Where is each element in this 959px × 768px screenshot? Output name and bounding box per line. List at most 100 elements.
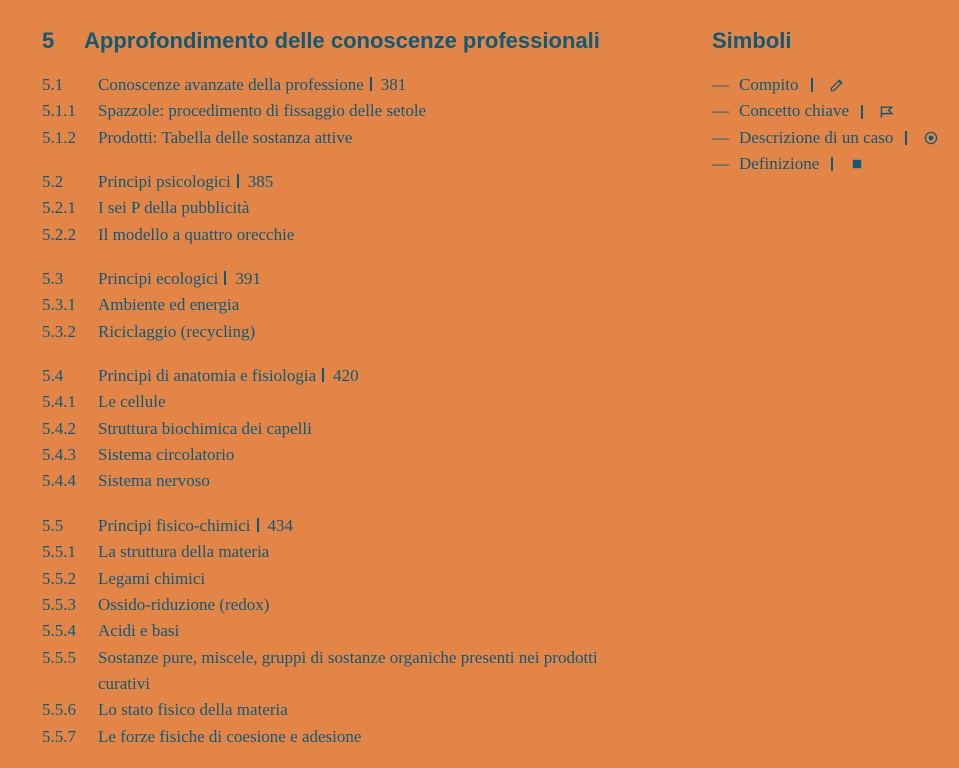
item-number: 5.1.2 — [42, 125, 98, 151]
item-title: Ambiente ed energia — [98, 292, 630, 318]
symbol-row: — Descrizione di un caso — [712, 125, 952, 151]
toc-item: 5.5.4Acidi e basi — [42, 618, 630, 644]
section-number: 5.4 — [42, 363, 98, 389]
item-number: 5.5.6 — [42, 697, 98, 723]
toc-item: 5.5.2Legami chimici — [42, 566, 630, 592]
toc-item: 5.4.2Struttura biochimica dei capelli — [42, 416, 630, 442]
section-page: 420 — [333, 366, 359, 385]
toc-section: 5.4Principi di anatomia e fisiologia4205… — [42, 363, 630, 495]
item-number: 5.4.2 — [42, 416, 98, 442]
item-title: Struttura biochimica dei capelli — [98, 416, 630, 442]
symbol-row: — Concetto chiave — [712, 98, 952, 124]
dash: — — [712, 98, 729, 124]
item-title: Spazzole: procedimento di fissaggio dell… — [98, 98, 630, 124]
symbol-separator — [831, 157, 833, 171]
toc-item: 5.4.3Sistema circolatorio — [42, 442, 630, 468]
item-number: 5.1.1 — [42, 98, 98, 124]
toc-section: 5.5Principi fisico-chimici4345.5.1La str… — [42, 513, 630, 750]
item-number: 5.5.1 — [42, 539, 98, 565]
page-separator — [370, 77, 372, 91]
item-number: 5.3.2 — [42, 319, 98, 345]
item-title: Prodotti: Tabella delle sostanza attive — [98, 125, 630, 151]
toc-item: 5.5.3Ossido-riduzione (redox) — [42, 592, 630, 618]
toc-item: 5.5.5Sostanze pure, miscele, gruppi di s… — [42, 645, 630, 698]
item-number: 5.5.5 — [42, 645, 98, 671]
page-separator — [224, 271, 226, 285]
item-title: Ossido-riduzione (redox) — [98, 592, 630, 618]
item-title: Acidi e basi — [98, 618, 630, 644]
toc-section: 5.1Conoscenze avanzate della professione… — [42, 72, 630, 151]
symbol-label: Concetto chiave — [739, 98, 849, 124]
section-title: Conoscenze avanzate della professione381 — [98, 72, 630, 98]
section-title: Principi fisico-chimici434 — [98, 513, 630, 539]
item-title: La struttura della materia — [98, 539, 630, 565]
toc-section-head: 5.4Principi di anatomia e fisiologia420 — [42, 363, 630, 389]
toc-item: 5.5.1La struttura della materia — [42, 539, 630, 565]
page-separator — [257, 518, 259, 532]
section-page: 385 — [248, 172, 274, 191]
toc-section: 5.3Principi ecologici3915.3.1Ambiente ed… — [42, 266, 630, 345]
section-page: 391 — [235, 269, 261, 288]
section-page: 381 — [381, 75, 407, 94]
toc-item: 5.4.4Sistema nervoso — [42, 468, 630, 494]
item-number: 5.4.3 — [42, 442, 98, 468]
item-number: 5.5.2 — [42, 566, 98, 592]
toc-section: 5.2Principi psicologici3855.2.1I sei P d… — [42, 169, 630, 248]
section-title: Principi psicologici385 — [98, 169, 630, 195]
toc-section-head: 5.3Principi ecologici391 — [42, 266, 630, 292]
symbol-label: Definizione — [739, 151, 819, 177]
chapter-number: 5 — [42, 28, 84, 54]
item-title: Sistema circolatorio — [98, 442, 630, 468]
item-title: I sei P della pubblicità — [98, 195, 630, 221]
flag-icon — [878, 103, 896, 121]
square-icon — [848, 155, 866, 173]
item-title: Le forze fisiche di coesione e adesione — [98, 724, 630, 750]
item-title: Sistema nervoso — [98, 468, 630, 494]
item-number: 5.5.7 — [42, 724, 98, 750]
toc-item: 5.4.1Le cellule — [42, 389, 630, 415]
chapter-title: Approfondimento delle conoscenze profess… — [84, 28, 600, 54]
dash: — — [712, 72, 729, 98]
toc-item: 5.1.2Prodotti: Tabella delle sostanza at… — [42, 125, 630, 151]
symbol-label: Compito — [739, 72, 799, 98]
toc-item: 5.3.2Riciclaggio (recycling) — [42, 319, 630, 345]
section-title: Principi di anatomia e fisiologia420 — [98, 363, 630, 389]
symbols-heading: Simboli — [712, 28, 952, 54]
item-number: 5.2.1 — [42, 195, 98, 221]
item-title: Lo stato fisico della materia — [98, 697, 630, 723]
chapter-heading: 5 Approfondimento delle conoscenze profe… — [42, 28, 630, 54]
section-page: 434 — [268, 516, 294, 535]
symbol-label: Descrizione di un caso — [739, 125, 893, 151]
toc-item: 5.2.1I sei P della pubblicità — [42, 195, 630, 221]
dash: — — [712, 125, 729, 151]
symbol-separator — [811, 78, 813, 92]
item-number: 5.5.3 — [42, 592, 98, 618]
symbol-separator — [905, 131, 907, 145]
section-title: Principi ecologici391 — [98, 266, 630, 292]
symbols-column: Simboli — Compito — Concetto chiave — Descriz… — [712, 28, 952, 768]
toc-item: 5.5.6Lo stato fisico della materia — [42, 697, 630, 723]
target-icon — [922, 129, 940, 147]
page-separator — [237, 174, 239, 188]
section-number: 5.5 — [42, 513, 98, 539]
toc-section-head: 5.2Principi psicologici385 — [42, 169, 630, 195]
symbol-row: — Compito — [712, 72, 952, 98]
section-number: 5.2 — [42, 169, 98, 195]
symbol-separator — [861, 105, 863, 119]
symbol-row: — Definizione — [712, 151, 952, 177]
toc-column: 5 Approfondimento delle conoscenze profe… — [42, 28, 630, 768]
item-number: 5.2.2 — [42, 222, 98, 248]
item-title: Legami chimici — [98, 566, 630, 592]
toc-item: 5.2.2Il modello a quattro orecchie — [42, 222, 630, 248]
item-number: 5.3.1 — [42, 292, 98, 318]
section-number: 5.3 — [42, 266, 98, 292]
toc-section-head: 5.5Principi fisico-chimici434 — [42, 513, 630, 539]
dash: — — [712, 151, 729, 177]
toc-item: 5.1.1Spazzole: procedimento di fissaggio… — [42, 98, 630, 124]
item-title: Riciclaggio (recycling) — [98, 319, 630, 345]
pencil-icon — [828, 76, 846, 94]
toc-item: 5.5.7Le forze fisiche di coesione e ades… — [42, 724, 630, 750]
item-title: Il modello a quattro orecchie — [98, 222, 630, 248]
page-separator — [322, 368, 324, 382]
item-number: 5.4.4 — [42, 468, 98, 494]
